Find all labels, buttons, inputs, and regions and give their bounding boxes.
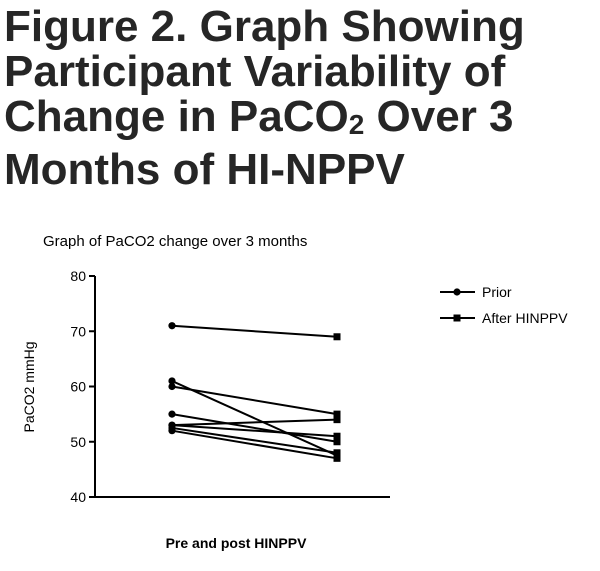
after-point: [333, 416, 341, 424]
after-point: [333, 449, 341, 457]
participant-lines: [168, 322, 341, 462]
after-point: [333, 454, 341, 462]
figure-title: Figure 2. Graph Showing Participant Vari…: [4, 4, 596, 192]
participant-line: [171, 380, 338, 457]
prior-point: [168, 427, 176, 435]
figure-title-end: Over 3 Months of HI-NPPV: [4, 92, 514, 194]
after-point: [333, 410, 341, 418]
prior-point: [168, 382, 176, 391]
participant-line: [171, 424, 338, 438]
prior-point: [168, 322, 176, 330]
prior-point: [168, 410, 176, 418]
x-axis-label: Pre and post HINPPV: [166, 535, 307, 551]
y-ticks: 40 50 60 70 80: [70, 268, 95, 505]
y-tick-label: 50: [70, 434, 86, 450]
y-tick-label: 70: [70, 323, 86, 339]
chart-title: Graph of PaCO2 change over 3 months: [43, 233, 307, 250]
after-point: [333, 438, 341, 446]
participant-line: [171, 426, 338, 454]
participant-line: [171, 324, 338, 338]
legend-marker-prior: [453, 288, 461, 296]
y-tick-label: 40: [70, 489, 86, 505]
participant-line: [171, 385, 338, 416]
legend-marker-after: [453, 314, 461, 322]
figure-title-main: Figure 2. Graph Showing Participant Vari…: [4, 2, 525, 141]
legend-label-after: After HINPPV: [482, 310, 568, 326]
y-tick-label: 80: [70, 268, 86, 284]
participant-line: [171, 413, 338, 443]
participant-line: [171, 429, 338, 460]
y-tick-label: 60: [70, 379, 86, 395]
figure-title-subscript: 2: [348, 109, 365, 140]
after-point: [333, 432, 341, 440]
legend-label-prior: Prior: [482, 284, 512, 300]
legend: Prior After HINPPV: [440, 284, 568, 326]
y-axis-label: PaCO2 mmHg: [21, 341, 37, 432]
prior-point: [168, 377, 176, 385]
after-point: [333, 333, 341, 341]
participant-line: [171, 418, 338, 427]
